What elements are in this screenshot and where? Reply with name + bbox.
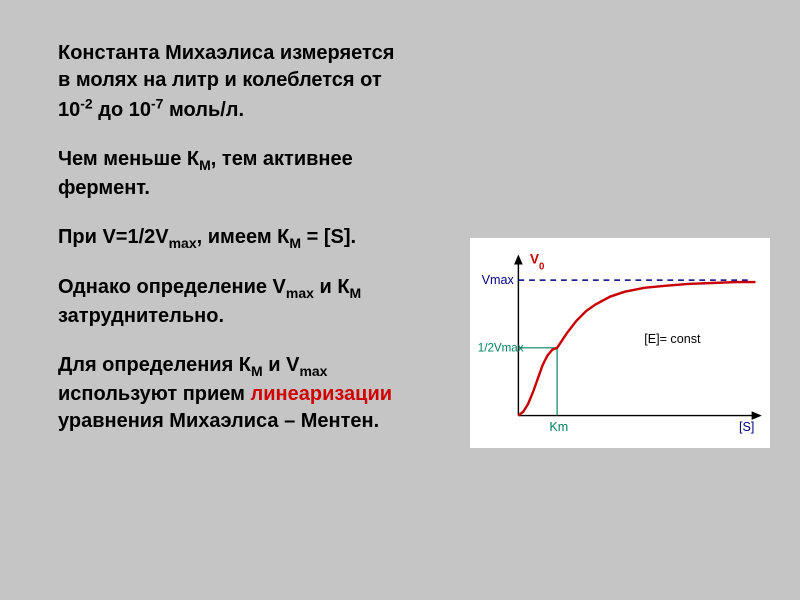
svg-text:1/2Vmax: 1/2Vmax — [478, 342, 524, 355]
paragraph-1: Константа Михаэлиса измеряется в молях н… — [58, 40, 458, 124]
paragraph-5: Для определения КМ и Vmax используют при… — [58, 352, 458, 435]
svg-text:Km: Km — [549, 420, 568, 434]
p1-line3: 10-2 до 10-7 моль/л. — [58, 99, 244, 121]
paragraph-2: Чем меньше КМ, тем активнее фермент. — [58, 146, 458, 202]
svg-text:[E]= const: [E]= const — [644, 332, 701, 346]
paragraph-4: Однако определение Vmax и КМ затруднител… — [58, 274, 458, 330]
p1-line1: Константа Михаэлиса измеряется — [58, 42, 394, 64]
p1-line2: в молях на литр и колеблется от — [58, 69, 382, 91]
paragraph-3: При V=1/2Vmax, имеем КМ = [S]. — [58, 224, 458, 253]
text-column: Константа Михаэлиса измеряется в молях н… — [58, 40, 458, 457]
michaelis-chart: V0 Vmax 1/2Vmax Km [S] [E]= const — [470, 238, 770, 448]
svg-text:Vmax: Vmax — [482, 273, 515, 287]
chart-svg: V0 Vmax 1/2Vmax Km [S] [E]= const — [470, 238, 770, 448]
svg-text:V0: V0 — [530, 252, 544, 273]
svg-text:[S]: [S] — [739, 420, 754, 434]
